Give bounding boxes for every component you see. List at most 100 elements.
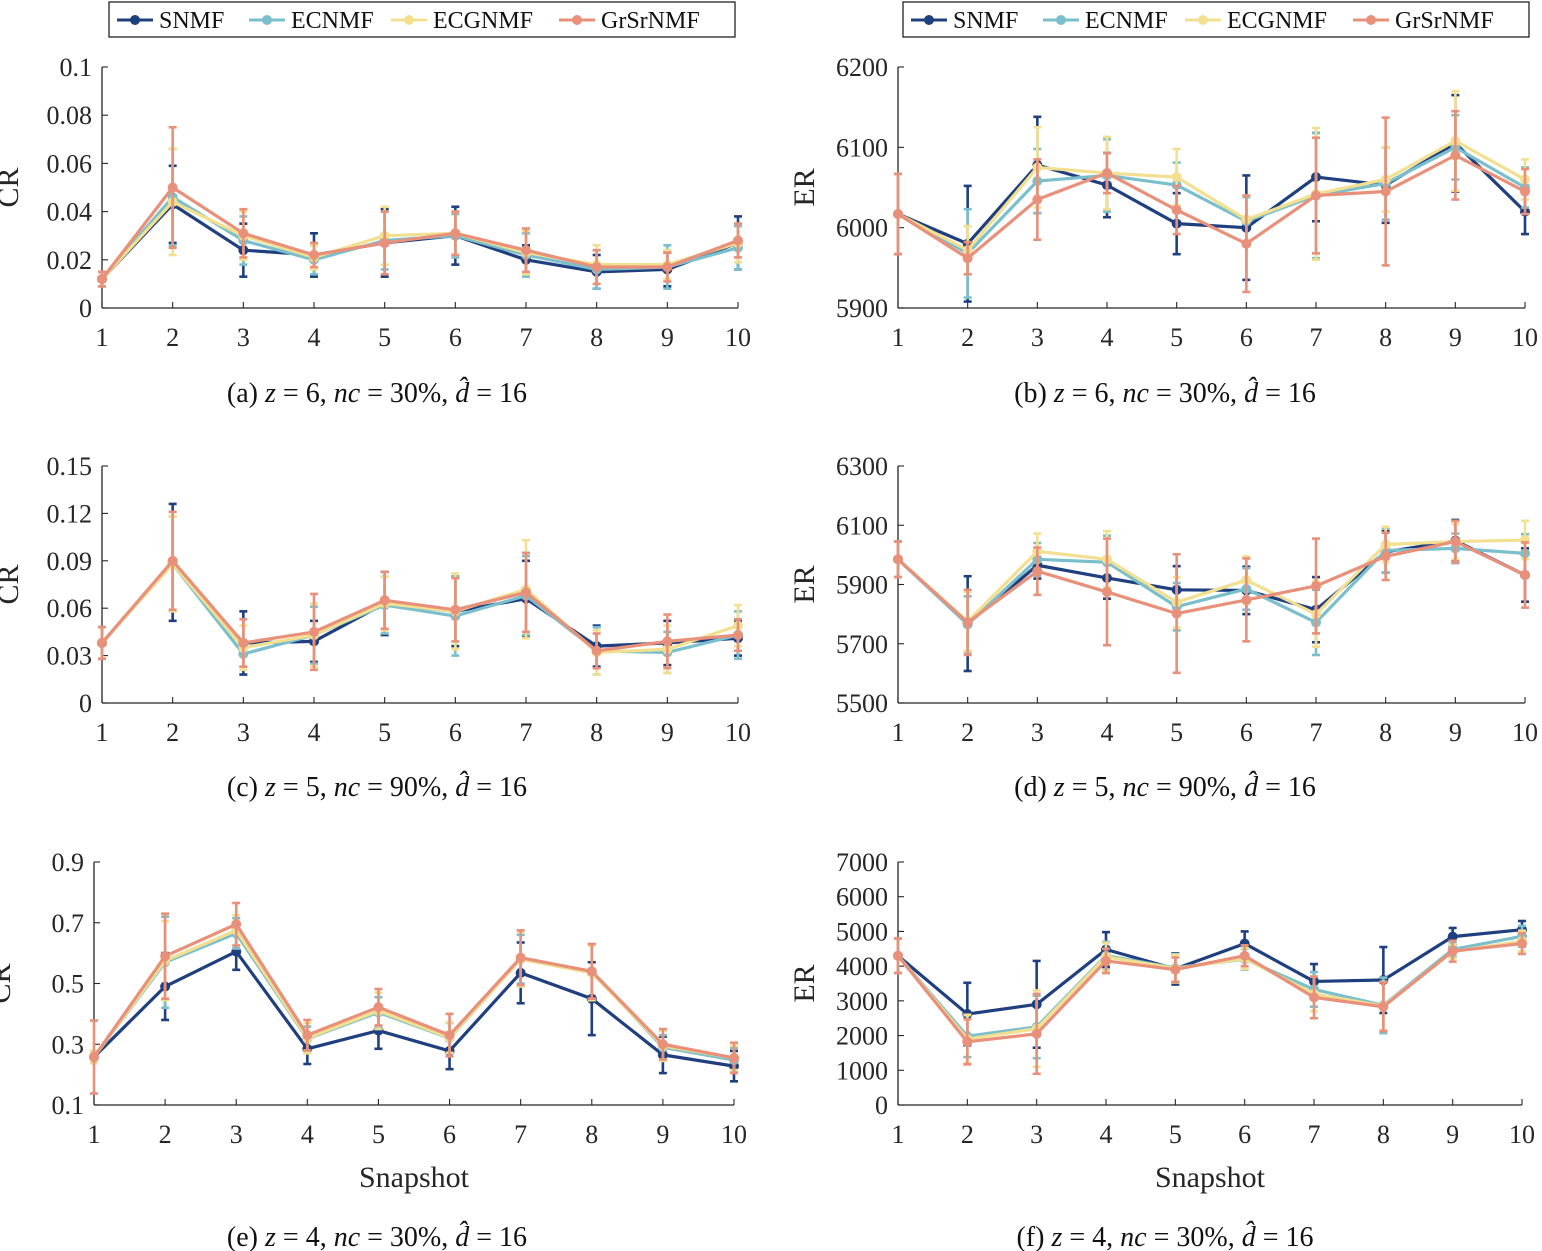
series-line	[92, 928, 735, 1060]
caption: (b) z = 6, nc = 30%, d̂ = 16	[1014, 377, 1316, 409]
y-tick-label: 3000	[836, 987, 888, 1016]
caption-symbol: z	[1050, 1222, 1062, 1251]
data-point	[962, 253, 973, 264]
caption-part: (a)	[227, 378, 265, 409]
data-point	[231, 919, 242, 930]
caption: (e) z = 4, nc = 30%, d̂ = 16	[227, 1221, 527, 1251]
y-tick-label: 7000	[836, 848, 888, 877]
chart-panel-d: 5500 5700 5900 6100 6300 1 2 3 4 5 6 7 8 9 10 ER (d) z =…	[788, 452, 1538, 803]
y-tick-label: 0.12	[47, 499, 93, 528]
data-point	[89, 1052, 99, 1063]
series-ecnmf	[893, 113, 1530, 299]
y-axis-label: CR	[0, 564, 25, 604]
data-point	[302, 1030, 313, 1041]
x-tick-label: 9	[1449, 718, 1462, 747]
legend-label: SNMF	[953, 8, 1018, 34]
x-tick-label: 3	[237, 718, 250, 747]
data-point	[586, 966, 597, 977]
series-line	[896, 538, 1526, 624]
x-axis-label: Snapshot	[1155, 1161, 1266, 1194]
x-axis-label: Snapshot	[359, 1161, 470, 1194]
caption-symbol: nc	[334, 378, 361, 409]
x-tick-label: 3	[230, 1120, 243, 1149]
series-line	[896, 539, 1526, 625]
y-axis-label: CR	[0, 167, 25, 207]
x-tick-label: 8	[590, 323, 603, 352]
series-grsrnmf	[893, 519, 1530, 675]
data-point	[167, 555, 178, 566]
data-point	[1171, 204, 1182, 215]
y-tick-label: 1000	[836, 1056, 888, 1085]
caption-part: = 30%,	[1149, 378, 1244, 409]
data-point	[160, 951, 171, 962]
x-tick-label: 9	[1449, 323, 1462, 352]
caption-symbol: d̂	[455, 377, 470, 409]
x-tick-label: 1	[892, 1120, 905, 1149]
x-tick-label: 7	[1310, 323, 1323, 352]
caption-symbol: d̂	[455, 771, 470, 803]
caption-part: (d)	[1014, 772, 1054, 803]
caption-part: (e)	[227, 1222, 265, 1251]
caption-part: (b)	[1014, 378, 1054, 409]
y-tick-label: 5700	[836, 630, 888, 659]
data-point	[662, 636, 673, 647]
series-snmf	[89, 932, 739, 1083]
data-point	[1380, 186, 1391, 197]
y-tick-label: 0.08	[47, 101, 93, 130]
caption-part: = 16	[469, 378, 527, 409]
data-point	[1031, 1028, 1042, 1039]
x-tick-label: 3	[1030, 1120, 1043, 1149]
x-tick-label: 1	[892, 323, 905, 352]
caption-part: = 90%,	[360, 772, 455, 803]
y-axis-label: CR	[0, 963, 17, 1003]
data-point	[1447, 931, 1458, 942]
legend-marker	[1056, 15, 1066, 25]
series-snmf	[97, 164, 743, 291]
chart-panel-c: 0 0.03 0.06 0.09 0.12 0.15 1 2 3 4 5 6 7 8 9 10 CR (c) z …	[0, 452, 751, 803]
data-point	[1171, 608, 1182, 619]
legend-label: GrSrNMF	[1395, 8, 1494, 34]
y-tick-label: 0	[875, 1091, 888, 1120]
data-point	[1380, 551, 1391, 562]
y-tick-label: 0.1	[60, 53, 93, 82]
x-tick-label: 2	[166, 718, 179, 747]
y-tick-label: 0.04	[47, 198, 93, 227]
caption-symbol: nc	[1120, 1222, 1147, 1251]
series-grsrnmf	[97, 125, 743, 288]
series-ecnmf	[89, 915, 739, 1074]
data-point	[97, 637, 107, 648]
caption-symbol: z	[264, 1222, 276, 1251]
legend-left: SNMF ECNMF ECGNMF GrSrNMF	[108, 1, 736, 38]
series-line	[100, 185, 739, 281]
caption-symbol: d̂	[1242, 1221, 1257, 1251]
x-tick-label: 2	[961, 718, 974, 747]
data-point	[1102, 168, 1112, 179]
y-tick-label: 0.15	[47, 452, 93, 481]
y-tick-label: 0.7	[52, 909, 85, 938]
data-point	[662, 262, 673, 273]
y-axis-label: ER	[788, 565, 821, 603]
caption-symbol: d̂	[455, 1221, 470, 1251]
data-point	[962, 617, 973, 628]
data-point	[1309, 992, 1319, 1003]
series-line	[897, 145, 1526, 255]
x-tick-label: 5	[1169, 1120, 1182, 1149]
x-tick-label: 6	[443, 1120, 456, 1149]
y-tick-label: 0.03	[47, 642, 93, 671]
x-tick-label: 4	[308, 718, 321, 747]
caption-part: = 30%,	[360, 378, 455, 409]
caption-symbol: z	[264, 378, 276, 409]
legend-label: SNMF	[159, 8, 224, 34]
data-point	[444, 1030, 455, 1041]
y-tick-label: 5900	[836, 294, 888, 323]
caption-part: (f)	[1016, 1222, 1051, 1251]
series-snmf	[893, 919, 1527, 1050]
legend-marker	[572, 15, 582, 25]
data-point	[1378, 1001, 1389, 1012]
series-ecgnmf	[893, 519, 1530, 653]
x-tick-label: 8	[1377, 1120, 1390, 1149]
y-tick-label: 0	[79, 689, 92, 718]
x-tick-label: 1	[96, 323, 109, 352]
legend-marker	[1366, 15, 1376, 25]
